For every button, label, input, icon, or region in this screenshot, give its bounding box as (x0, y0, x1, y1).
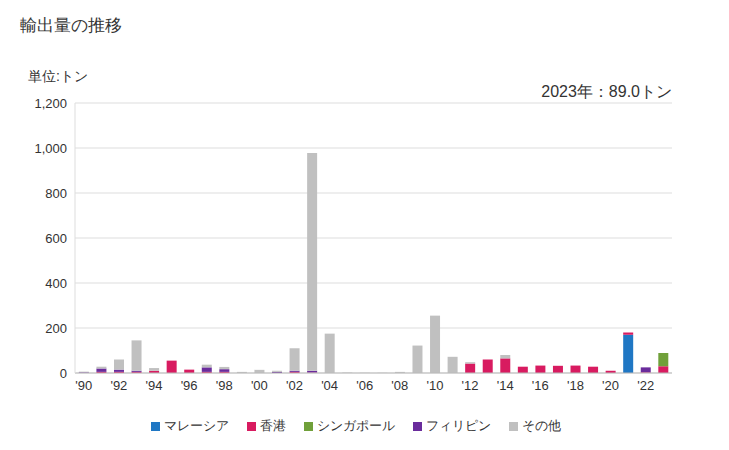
svg-text:'16: '16 (532, 378, 549, 393)
svg-text:'98: '98 (216, 378, 233, 393)
svg-text:'12: '12 (462, 378, 479, 393)
svg-text:'08: '08 (391, 378, 408, 393)
html-text:2023年：89.0トン: 2023年：89.0トン (541, 83, 672, 100)
svg-text:'90: '90 (75, 378, 92, 393)
svg-text:'02: '02 (286, 378, 303, 393)
html-text:フィリピン: フィリピン (425, 418, 491, 433)
svg-text:600: 600 (45, 231, 67, 246)
svg-text:'20: '20 (602, 378, 619, 393)
svg-text:'18: '18 (567, 378, 584, 393)
svg-text:200: 200 (45, 321, 67, 336)
html-text:輸出量の推移: 輸出量の推移 (20, 16, 122, 35)
svg-text:'92: '92 (110, 378, 127, 393)
html-text:単位:トン: 単位:トン (28, 68, 88, 84)
html-text:香港: 香港 (259, 418, 286, 433)
svg-text:400: 400 (45, 276, 67, 291)
svg-text:'00: '00 (251, 378, 268, 393)
svg-text:0: 0 (60, 366, 67, 381)
svg-text:'06: '06 (356, 378, 373, 393)
html-text:その他: その他 (521, 418, 561, 433)
svg-text:'10: '10 (426, 378, 443, 393)
svg-text:'96: '96 (181, 378, 198, 393)
svg-text:800: 800 (45, 186, 67, 201)
svg-text:'94: '94 (146, 378, 163, 393)
html-text:シンガポール: シンガポール (316, 418, 395, 433)
svg-text:'22: '22 (637, 378, 654, 393)
svg-text:'04: '04 (321, 378, 338, 393)
svg-text:'14: '14 (497, 378, 514, 393)
svg-text:1,000: 1,000 (34, 141, 67, 156)
svg-text:1,200: 1,200 (34, 96, 67, 111)
html-text:マレーシア: マレーシア (163, 418, 229, 433)
